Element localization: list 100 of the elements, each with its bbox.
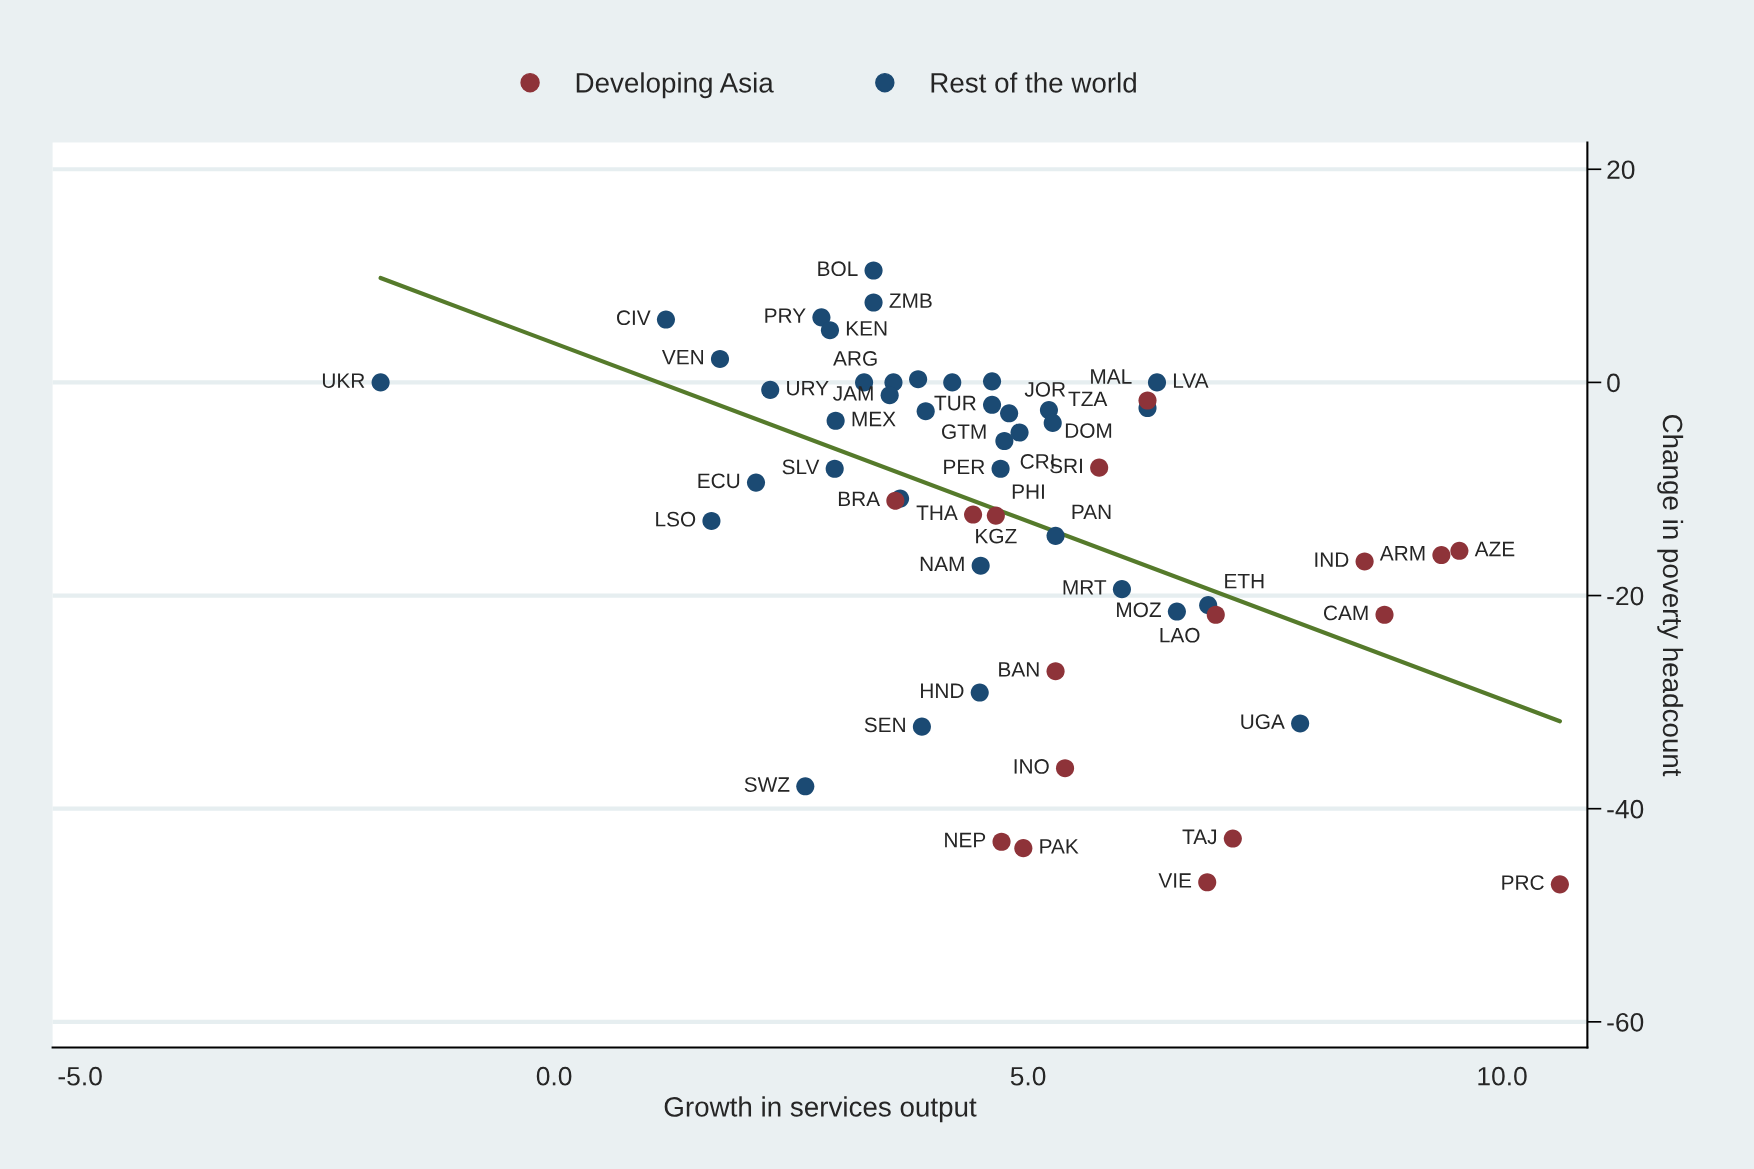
annotation: HND <box>921 683 964 698</box>
point <box>970 683 989 702</box>
annotation: PRY <box>765 308 806 323</box>
annotation: LAO <box>1160 627 1200 643</box>
y-tick-label: -20 <box>1607 586 1644 606</box>
annotation: KEN <box>846 321 887 336</box>
point <box>1046 662 1065 681</box>
point <box>1147 373 1167 392</box>
annotation: NAM <box>920 556 964 572</box>
annotation: PER <box>944 459 985 475</box>
y-tick-label: -60 <box>1607 1012 1644 1032</box>
point <box>1375 605 1394 624</box>
point <box>864 261 883 280</box>
point <box>761 380 780 399</box>
point <box>1167 602 1186 621</box>
y-tick-label: 0 <box>1607 373 1620 393</box>
point <box>371 373 390 392</box>
annotation: MRT <box>1063 580 1107 595</box>
annotation: LVA <box>1173 373 1209 388</box>
annotation: URY <box>787 380 829 396</box>
annotation: ARG <box>833 351 877 366</box>
annotation: INO <box>1014 759 1049 774</box>
point <box>909 370 928 389</box>
point <box>986 506 1005 525</box>
annotation: LSO <box>656 511 696 527</box>
annotation: JAM <box>833 386 873 401</box>
annotation: PHI <box>1012 484 1044 499</box>
annotation: ARM <box>1379 546 1425 561</box>
point <box>1206 605 1225 624</box>
annotation: TUR <box>934 395 976 411</box>
annotation: THA <box>916 505 958 520</box>
point <box>971 556 990 575</box>
annotation: TAJ <box>1182 829 1217 845</box>
point <box>1043 413 1062 432</box>
point <box>1291 714 1310 733</box>
point <box>796 777 815 796</box>
annotation: ETH <box>1225 573 1264 589</box>
point <box>983 372 1002 391</box>
annotation: UGA <box>1241 714 1285 730</box>
point <box>1198 873 1217 892</box>
point <box>1055 759 1075 778</box>
point <box>825 459 844 478</box>
annotation: BAN <box>999 662 1039 677</box>
point <box>916 402 935 421</box>
point <box>1432 546 1451 565</box>
point <box>746 473 766 492</box>
point <box>943 373 962 392</box>
point <box>886 491 905 510</box>
annotation: BOL <box>818 261 858 277</box>
point <box>1450 541 1469 560</box>
annotation: CIV <box>617 310 651 326</box>
point <box>812 308 831 327</box>
annotation: AZE <box>1474 541 1515 557</box>
annotation: JOR <box>1024 381 1066 397</box>
point <box>656 310 676 329</box>
annotation: PRC <box>1502 875 1544 890</box>
annotation: PAK <box>1040 839 1079 854</box>
point <box>964 505 983 524</box>
legend-label: Developing Asia <box>576 72 774 99</box>
point <box>991 459 1010 478</box>
point <box>1010 423 1029 442</box>
point <box>820 321 839 340</box>
annotation: MOZ <box>1117 602 1161 618</box>
annotation: MAL <box>1091 369 1132 384</box>
annotation: SWZ <box>744 777 790 792</box>
point <box>1138 391 1157 410</box>
x-axis-title: Growth in services output <box>664 1096 977 1123</box>
annotation: SLV <box>782 459 820 475</box>
point <box>1223 829 1242 848</box>
point <box>1014 839 1033 858</box>
point <box>864 293 883 312</box>
annotation: TZA <box>1068 391 1108 407</box>
annotation: IND <box>1315 552 1349 567</box>
annotation: DOM <box>1065 423 1112 438</box>
annotation: SEN <box>864 717 905 733</box>
x-tick-label: 0.0 <box>536 1066 572 1086</box>
y-tick-label: -40 <box>1607 799 1644 819</box>
annotation: PAN <box>1072 504 1111 520</box>
point <box>995 431 1014 451</box>
annotation: ECU <box>698 473 740 489</box>
point <box>912 717 931 736</box>
point <box>983 395 1002 414</box>
point <box>1355 552 1374 571</box>
point <box>1090 458 1109 477</box>
x-tick-label: 10.0 <box>1478 1066 1527 1086</box>
legend-label: Rest of the world <box>931 72 1136 93</box>
point <box>1112 580 1131 599</box>
y-tick-label: 20 <box>1607 160 1635 180</box>
annotation: CAM <box>1323 605 1368 621</box>
y-axis-title: Change in poverty headcount <box>1657 414 1684 777</box>
x-tick-label: 5.0 <box>1010 1066 1046 1086</box>
annotation: VEN <box>661 350 704 365</box>
point <box>1550 875 1569 894</box>
point <box>1000 404 1019 423</box>
annotation: VIE <box>1158 873 1192 888</box>
annotation: MEX <box>852 411 896 427</box>
point <box>826 411 845 430</box>
annotation: BRA <box>838 491 881 507</box>
annotation: UKR <box>322 373 365 388</box>
point <box>1046 526 1065 545</box>
